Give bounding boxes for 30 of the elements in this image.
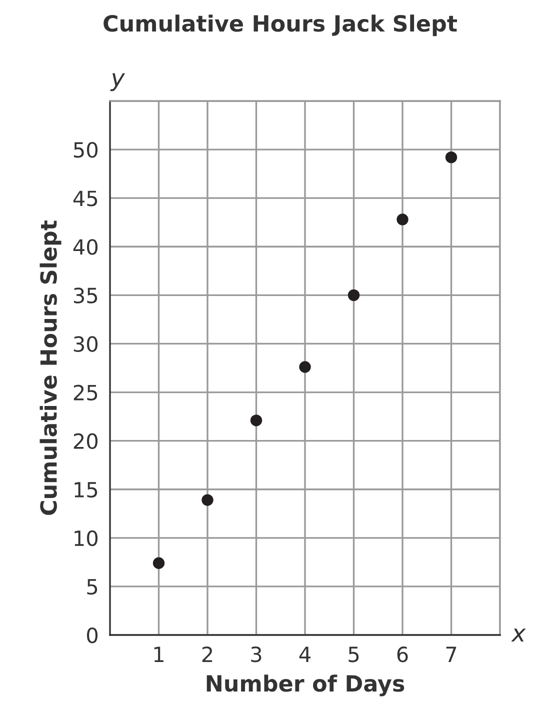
text: x <box>511 628 526 642</box>
x-tick-label: 3 <box>251 646 262 662</box>
y-tick-label: 50 <box>74 142 98 158</box>
y-tick-label: 10 <box>74 530 98 546</box>
point <box>250 414 262 426</box>
y-tick-label: 45 <box>73 190 98 206</box>
y-tick-label: 15 <box>74 482 98 498</box>
x-tick-label: 6 <box>397 646 408 662</box>
x-tick-label: 5 <box>348 646 359 662</box>
point <box>396 214 408 226</box>
point <box>299 361 311 373</box>
x-tick-label: 4 <box>299 646 310 662</box>
text: y <box>110 73 126 92</box>
y-tick-label: 20 <box>74 433 98 450</box>
point <box>152 557 165 569</box>
point <box>445 151 458 164</box>
y-axis-title: Cumulative Hours Slept <box>40 220 62 515</box>
x-tick-label: 1 <box>154 646 164 662</box>
y-tick-label: 0 <box>87 627 98 644</box>
point <box>202 494 214 506</box>
x-tick-label: 7 <box>446 646 456 662</box>
y-tick-label: 35 <box>74 288 98 304</box>
chart-title: Cumulative Hours Jack Slept <box>104 14 458 36</box>
y-tick-label: 30 <box>74 336 98 352</box>
x-axis-title: Number of Days <box>206 674 404 696</box>
x-tick-label: 2 <box>202 646 212 662</box>
y-tick-label: 5 <box>87 579 98 595</box>
y-tick-label: 40 <box>73 239 98 255</box>
y-tick-label: 25 <box>74 384 98 400</box>
point <box>348 289 360 302</box>
